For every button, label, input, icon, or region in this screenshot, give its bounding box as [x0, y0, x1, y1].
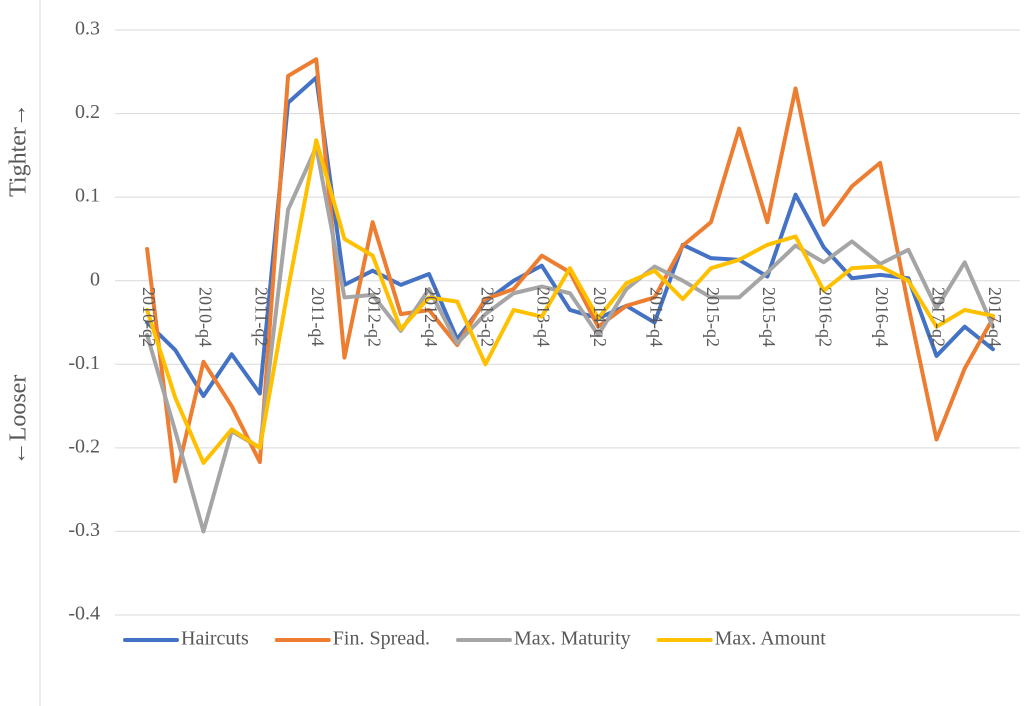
x-tick-label: 2016-q2	[816, 287, 836, 347]
data-line	[145, 57, 995, 484]
legend-label: Max. Maturity	[514, 628, 631, 650]
x-tick-label: 2011-q4	[308, 287, 328, 346]
x-tick-label: 2013-q4	[534, 287, 554, 347]
y-tick-label: -0.4	[68, 603, 100, 625]
x-tick-label: 2017-q4	[985, 287, 1005, 347]
x-tick-label: 2012-q2	[365, 287, 385, 347]
y-tick-label: -0.1	[68, 352, 100, 374]
y-tick-label: 0	[90, 268, 100, 290]
x-tick-label: 2014-q4	[646, 287, 666, 347]
y-tick-label: 0.2	[75, 101, 100, 123]
data-line	[145, 145, 995, 534]
legend-label: Fin. Spread.	[333, 628, 430, 650]
x-tick-label: 2010-q2	[139, 287, 159, 347]
y-tick-label: 0.3	[75, 18, 100, 40]
x-tick-label: 2011-q2	[252, 287, 272, 346]
x-tick-label: 2012-q4	[421, 287, 441, 347]
x-tick-label: 2014-q2	[590, 287, 610, 347]
data-line	[145, 138, 995, 465]
y-tick-label: 0.1	[75, 185, 100, 207]
axis-annotation: Tighter→	[6, 103, 32, 197]
x-tick-label: 2010-q4	[195, 287, 215, 347]
legend-label: Haircuts	[181, 628, 249, 650]
y-tick-label: -0.3	[68, 519, 100, 541]
x-tick-label: 2016-q4	[872, 287, 892, 347]
x-tick-label: 2017-q2	[928, 287, 948, 347]
x-tick-label: 2015-q2	[703, 287, 723, 347]
y-tick-label: -0.2	[68, 435, 100, 457]
legend-label: Max. Amount	[715, 628, 827, 650]
x-tick-label: 2015-q4	[759, 287, 779, 347]
axis-annotation: ←Looser	[6, 375, 32, 466]
x-tick-label: 2013-q2	[477, 287, 497, 347]
